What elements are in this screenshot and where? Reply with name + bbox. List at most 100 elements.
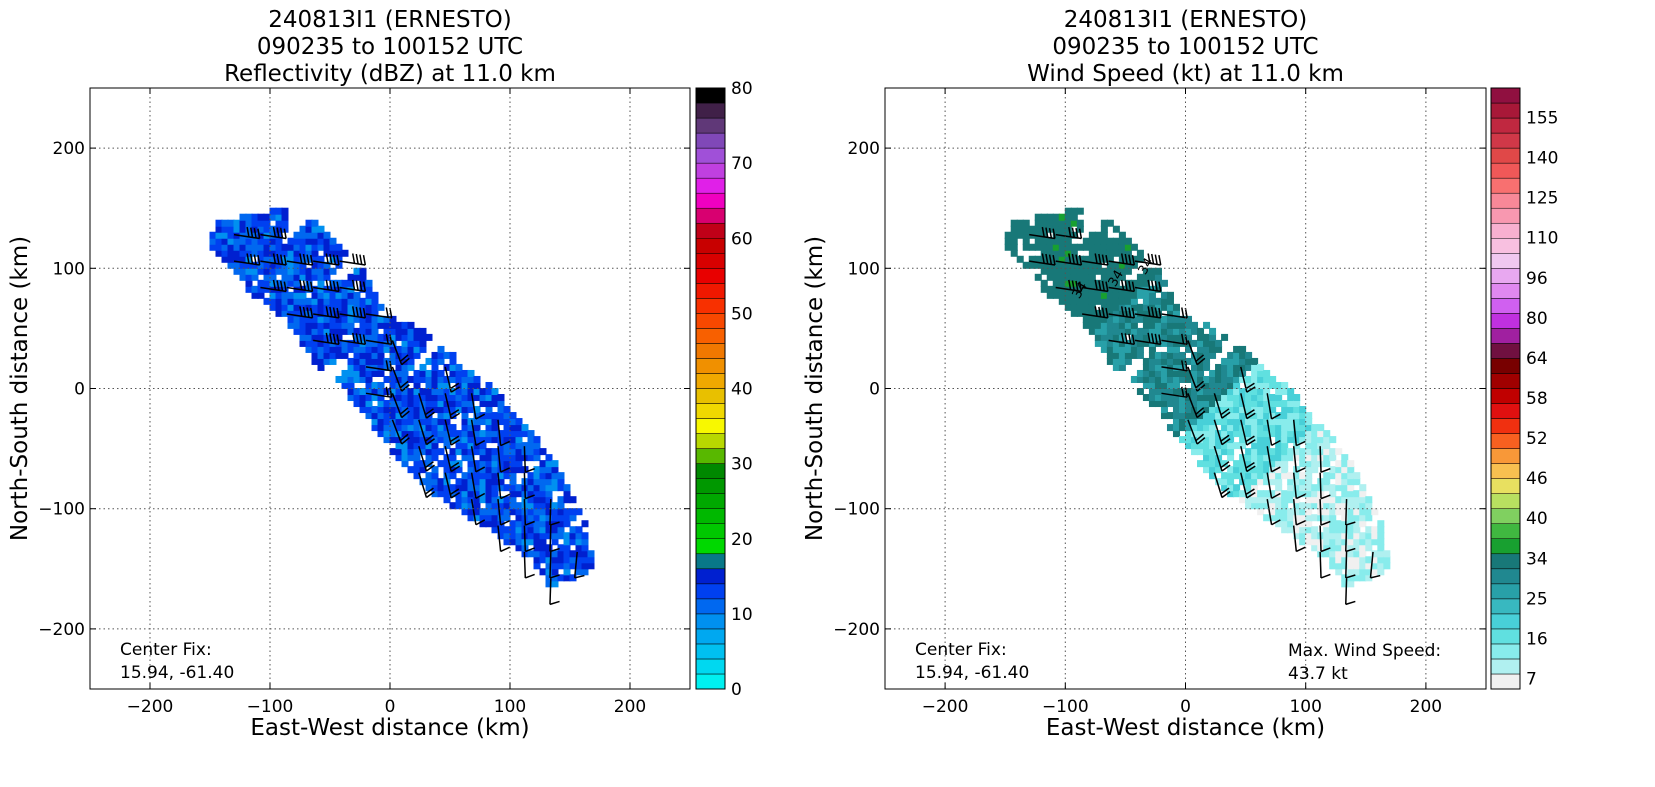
- field-cell: [1185, 375, 1193, 383]
- field-cell: [371, 424, 379, 432]
- field-cell: [311, 273, 319, 281]
- field-cell: [491, 508, 499, 516]
- field-cell: [1269, 406, 1277, 414]
- field-cell: [539, 544, 547, 552]
- colorbar-swatch: [695, 268, 726, 284]
- field-cell: [1040, 213, 1048, 221]
- field-cell: [1046, 291, 1054, 299]
- field-cell: [455, 369, 463, 377]
- field-cell: [1106, 237, 1114, 245]
- wind-barb-flag: [1221, 491, 1231, 499]
- field-cell: [269, 297, 277, 305]
- field-cell: [1046, 249, 1054, 257]
- field-cell: [413, 466, 421, 474]
- field-cell: [1347, 532, 1355, 540]
- field-cell: [1305, 430, 1313, 438]
- field-cell: [533, 496, 541, 504]
- field-cell: [1341, 514, 1349, 522]
- field-cell: [353, 327, 361, 335]
- field-cell: [221, 225, 229, 233]
- field-cell: [1227, 436, 1235, 444]
- field-cell: [1203, 388, 1211, 396]
- field-cell: [479, 442, 487, 450]
- wind-barb-flag: [450, 465, 461, 473]
- field-cell: [1227, 381, 1235, 389]
- field-cell: [485, 496, 493, 504]
- field-cell: [377, 430, 385, 438]
- field-cell: [1088, 249, 1096, 257]
- field-cell: [341, 249, 349, 257]
- field-cell: [1245, 406, 1253, 414]
- wind-barb-flag: [299, 253, 303, 264]
- field-cell: [575, 550, 583, 558]
- field-cell: [377, 363, 385, 371]
- field-cell: [1221, 484, 1229, 492]
- field-cell: [1106, 345, 1114, 353]
- field-cell: [341, 345, 349, 353]
- field-cell: [419, 400, 427, 408]
- field-cell: [527, 430, 535, 438]
- field-cell: [1191, 430, 1199, 438]
- field-cell: [1377, 550, 1385, 558]
- field-cell: [467, 442, 475, 450]
- colorbar-swatch: [695, 553, 726, 570]
- field-cell: [1040, 225, 1048, 233]
- field-cell: [1353, 526, 1361, 534]
- wind-barb-flag: [1131, 254, 1136, 266]
- field-cell: [425, 448, 433, 456]
- field-cell: [461, 484, 469, 492]
- field-cell: [407, 412, 415, 420]
- field-cell: [503, 460, 511, 468]
- wind-barb-flag: [336, 334, 340, 345]
- field-cell: [1263, 430, 1271, 438]
- field-cell: [1257, 502, 1265, 510]
- field-cell: [1166, 327, 1174, 335]
- field-cell: [317, 237, 325, 245]
- field-cell: [503, 472, 511, 480]
- field-cell: [365, 351, 373, 359]
- field-cell: [311, 219, 319, 227]
- field-cell: [383, 418, 391, 426]
- wind-barb-flag: [1246, 412, 1256, 420]
- field-cell: [317, 279, 325, 287]
- field-cell: [1227, 394, 1235, 402]
- field-cell: [1172, 430, 1180, 438]
- field-cell: [1052, 273, 1060, 281]
- field-cell: [1178, 406, 1186, 414]
- field-cell: [461, 369, 469, 377]
- field-cell: [1305, 454, 1313, 462]
- wind-barb-flag: [302, 306, 307, 317]
- field-cell: [1082, 273, 1090, 281]
- field-cell: [1347, 580, 1355, 588]
- field-cell: [377, 394, 385, 402]
- center-fix-label: Center Fix:: [120, 640, 212, 660]
- field-cell: [1305, 508, 1313, 516]
- colorbar-swatch: [695, 523, 726, 539]
- field-cell: [1329, 490, 1337, 498]
- field-cell: [551, 568, 559, 576]
- field-cell: [1082, 267, 1090, 275]
- field-cell: [347, 315, 355, 323]
- field-cell: [1088, 297, 1096, 305]
- wind-barb-flag: [329, 333, 333, 344]
- field-cell: [1371, 568, 1379, 576]
- field-cell: [419, 478, 427, 486]
- field-cell: [347, 291, 355, 299]
- field-cell: [1046, 213, 1054, 221]
- wind-barb-flag: [424, 408, 434, 416]
- field-cell: [1251, 448, 1259, 456]
- wind-barb-flag: [1271, 439, 1281, 447]
- field-cell: [365, 339, 373, 347]
- field-cell: [1221, 406, 1229, 414]
- field-cell: [293, 297, 301, 305]
- wind-barb-flag: [1195, 380, 1205, 389]
- field-cell: [1166, 412, 1174, 420]
- wind-barb-flag: [401, 410, 410, 419]
- field-cell: [491, 490, 499, 498]
- field-cell: [1148, 363, 1156, 371]
- field-cell: [1299, 538, 1307, 546]
- wind-barb-flag: [1071, 280, 1075, 291]
- field-cell: [1293, 424, 1301, 432]
- wind-barb-flag: [1181, 360, 1185, 371]
